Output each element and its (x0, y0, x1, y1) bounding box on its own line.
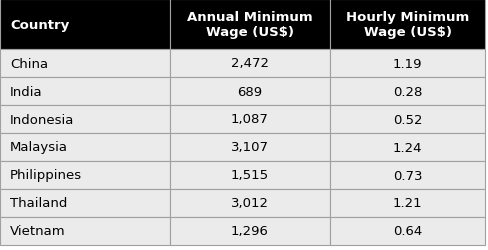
Text: Thailand: Thailand (10, 197, 67, 210)
Text: China: China (10, 57, 48, 70)
Text: 1,515: 1,515 (230, 169, 268, 182)
Text: 1.24: 1.24 (392, 141, 421, 154)
Bar (170, 0, 329, 50)
Bar (170, 217, 329, 245)
Bar (329, 106, 484, 134)
Bar (0, 134, 170, 161)
Bar (0, 106, 170, 134)
Text: 1,296: 1,296 (231, 224, 268, 237)
Bar (0, 0, 170, 50)
Text: 1.19: 1.19 (392, 57, 421, 70)
Bar (0, 78, 170, 106)
Bar (329, 0, 484, 50)
Text: 1.21: 1.21 (392, 197, 422, 210)
Bar (170, 134, 329, 161)
Text: Indonesia: Indonesia (10, 113, 74, 126)
Text: 689: 689 (237, 85, 262, 98)
Bar (0, 189, 170, 217)
Bar (170, 161, 329, 189)
Text: 0.73: 0.73 (392, 169, 421, 182)
Bar (170, 78, 329, 106)
Bar (0, 161, 170, 189)
Text: India: India (10, 85, 42, 98)
Text: 3,107: 3,107 (230, 141, 268, 154)
Bar (329, 78, 484, 106)
Text: 2,472: 2,472 (230, 57, 268, 70)
Bar (329, 134, 484, 161)
Bar (329, 217, 484, 245)
Text: Country: Country (10, 18, 69, 31)
Text: Philippines: Philippines (10, 169, 82, 182)
Bar (170, 106, 329, 134)
Text: 1,087: 1,087 (231, 113, 268, 126)
Bar (329, 50, 484, 78)
Text: Annual Minimum
Wage (US$): Annual Minimum Wage (US$) (187, 11, 312, 39)
Bar (170, 189, 329, 217)
Text: 0.64: 0.64 (392, 224, 421, 237)
Bar (329, 161, 484, 189)
Text: Vietnam: Vietnam (10, 224, 65, 237)
Text: 3,012: 3,012 (230, 197, 268, 210)
Text: Hourly Minimum
Wage (US$): Hourly Minimum Wage (US$) (345, 11, 468, 39)
Bar (0, 50, 170, 78)
Bar (329, 189, 484, 217)
Bar (170, 50, 329, 78)
Text: Malaysia: Malaysia (10, 141, 68, 154)
Text: 0.52: 0.52 (392, 113, 421, 126)
Bar (0, 217, 170, 245)
Text: 0.28: 0.28 (392, 85, 421, 98)
